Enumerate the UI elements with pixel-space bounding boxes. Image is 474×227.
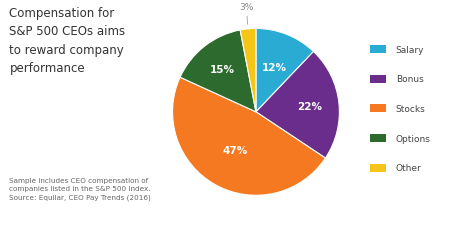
Text: 22%: 22% (297, 101, 322, 111)
Text: Options: Options (396, 134, 431, 143)
Wedge shape (240, 29, 256, 112)
Text: Other: Other (396, 163, 421, 173)
Text: Compensation for
S&P 500 CEOs aims
to reward company
performance: Compensation for S&P 500 CEOs aims to re… (9, 7, 126, 75)
Wedge shape (173, 78, 326, 195)
Wedge shape (256, 52, 339, 158)
Text: Salary: Salary (396, 45, 424, 54)
Text: Stocks: Stocks (396, 104, 426, 114)
Wedge shape (180, 31, 256, 112)
Text: Sample includes CEO compensation of
companies listed in the S&P 500 Index.
Sourc: Sample includes CEO compensation of comp… (9, 177, 151, 200)
Wedge shape (256, 29, 313, 112)
Text: 12%: 12% (262, 63, 286, 73)
Text: 47%: 47% (222, 145, 247, 155)
Text: 3%: 3% (239, 2, 254, 25)
Text: 15%: 15% (210, 65, 235, 75)
Text: Bonus: Bonus (396, 75, 424, 84)
